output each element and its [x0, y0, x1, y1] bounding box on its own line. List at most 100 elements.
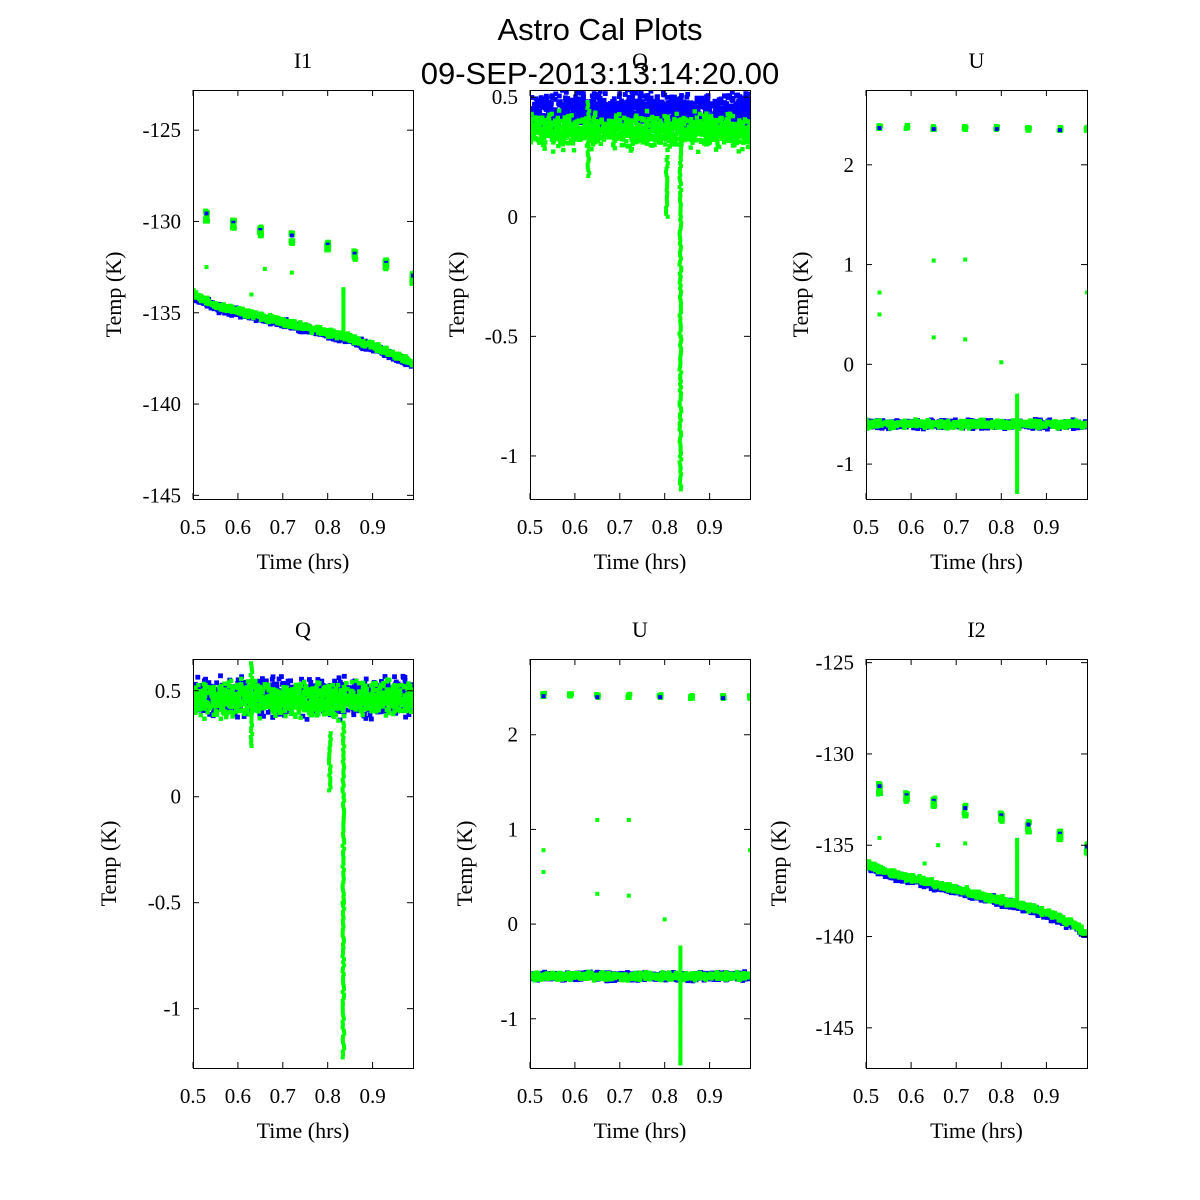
data-point-1279: [250, 313, 255, 318]
data-point-1328: [203, 217, 208, 222]
data-point-1994: [652, 142, 657, 147]
data-point-780: [563, 99, 568, 104]
data-point-1020: [670, 111, 676, 117]
data-point-1258: [286, 319, 292, 324]
data-point-2308: [678, 325, 683, 330]
data-point-2297: [678, 292, 683, 297]
data-point-1741: [707, 140, 713, 145]
data-point-1016: [205, 295, 210, 300]
data-point-654: [573, 110, 579, 116]
data-point-600: [530, 106, 533, 111]
data-point-2033: [706, 127, 712, 132]
data-point-2288: [679, 265, 684, 270]
data-point-2159: [622, 115, 627, 120]
data-point-1939: [555, 115, 560, 121]
data-point-2010: [689, 127, 694, 132]
data-point-1292: [214, 305, 219, 310]
data-point-2037: [634, 120, 639, 125]
data-point-2321: [678, 361, 683, 366]
data-point-607: [879, 425, 885, 431]
data-point-992: [658, 104, 663, 110]
data-point-2351: [679, 451, 683, 456]
data-point-1064: [581, 94, 586, 100]
data-point-1882: [675, 126, 680, 131]
data-point-627: [371, 348, 376, 354]
data-point-861: [674, 101, 680, 106]
data-point-801: [595, 115, 600, 121]
data-point-2124: [634, 131, 639, 137]
data-point-1014: [573, 104, 578, 110]
data-point-1058: [713, 111, 718, 117]
data-point-1151: [281, 322, 286, 327]
data-point-2078: [713, 135, 718, 140]
data-point-2199: [671, 121, 677, 126]
data-point-1763: [535, 136, 540, 141]
data-point-2274: [679, 223, 683, 228]
data-point-2200: [585, 100, 590, 104]
data-point-465: [707, 107, 713, 113]
data-point-1943: [560, 118, 565, 124]
data-point-2347: [677, 439, 682, 444]
y-tick-label: 0: [508, 205, 519, 229]
data-point-2107: [723, 127, 728, 132]
data-point-2144: [593, 126, 598, 131]
data-point-1626: [551, 149, 556, 154]
data-point-586: [716, 100, 722, 105]
data-point-922: [649, 110, 655, 116]
data-point-1034: [734, 103, 739, 108]
data-point-2006: [599, 117, 604, 122]
data-point-1262: [346, 332, 351, 338]
data-point-1228: [325, 332, 330, 337]
data-point-859: [594, 94, 600, 100]
data-point-2245: [664, 211, 669, 216]
data-point-987: [575, 97, 581, 102]
data-point-1542: [341, 319, 346, 324]
data-point-1182: [740, 147, 745, 152]
y-axis-label: Temp (K): [101, 252, 126, 338]
data-point-949: [581, 91, 586, 96]
data-point-760: [542, 100, 548, 106]
data-point-2235: [665, 181, 670, 186]
data-point-642: [591, 96, 597, 102]
data-point-2137: [530, 125, 534, 130]
data-point-2207: [586, 120, 591, 125]
data-point-2280: [677, 241, 682, 246]
data-point-2085: [681, 121, 686, 126]
data-point-2190: [578, 125, 583, 131]
data-point-918: [634, 99, 639, 105]
data-point-2361: [677, 481, 682, 486]
data-point-2258: [677, 175, 682, 180]
data-point-998: [726, 93, 732, 98]
data-point-2109: [712, 121, 718, 127]
subplot-1: 0.5 0.6 0.7 0.8 0.9-125-130-135-140-145I1Tim…: [101, 48, 414, 574]
data-point-1086: [646, 104, 651, 110]
data-point-1257: [319, 328, 325, 334]
data-point-2325: [678, 373, 683, 378]
data-point-1623: [717, 130, 722, 135]
data-point-1018: [558, 112, 563, 117]
data-point-1233: [395, 354, 400, 359]
data-point-1822: [736, 134, 742, 139]
data-point-2162: [540, 117, 546, 123]
data-point-2348: [678, 442, 683, 447]
data-point-2014: [619, 123, 625, 128]
data-point-1056: [651, 99, 657, 105]
x-tick-label: 0.5: [180, 515, 206, 539]
data-point-2019: [721, 132, 726, 138]
data-point-2259: [678, 178, 683, 183]
data-point-1401: [289, 233, 294, 238]
scatter-points: [866, 122, 1087, 494]
data-point-1267: [302, 325, 307, 331]
data-point-1549: [341, 299, 346, 304]
data-point-2338: [678, 412, 682, 417]
data-point-1808: [547, 121, 553, 126]
data-point-541: [568, 97, 574, 103]
data-point-2287: [677, 262, 682, 267]
data-point-2353: [679, 457, 684, 462]
data-point-935: [604, 108, 610, 113]
data-point-330: [596, 92, 602, 97]
data-point-2147: [540, 126, 545, 131]
data-point-717: [544, 93, 549, 99]
data-point-1905: [691, 135, 696, 140]
data-point-2011: [637, 127, 642, 133]
